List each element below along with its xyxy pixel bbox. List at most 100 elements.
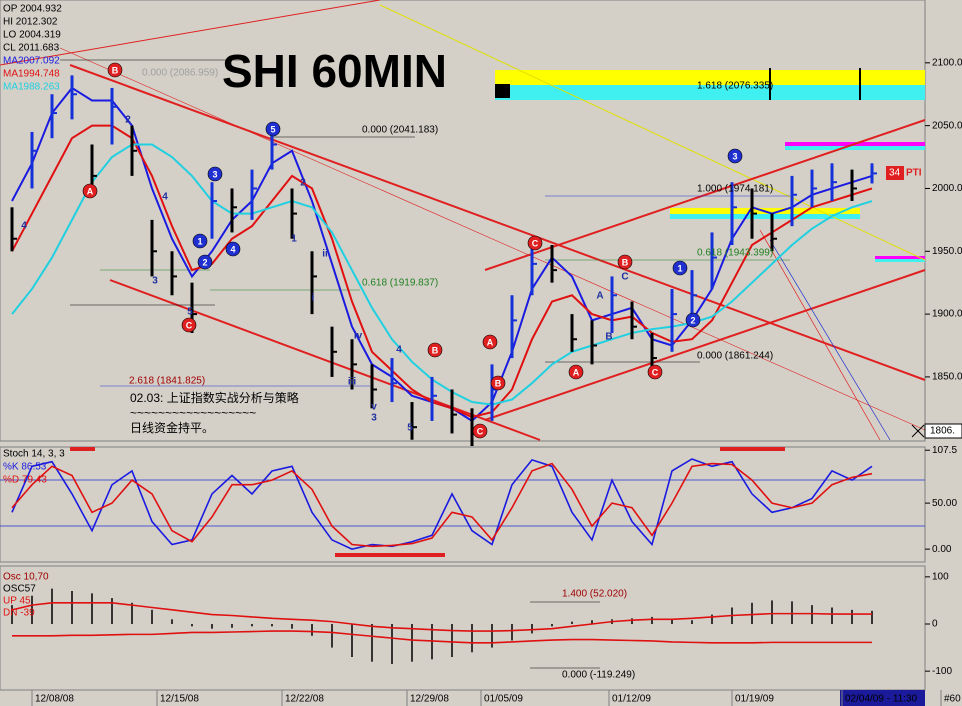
wave-circle (181, 317, 197, 333)
wave-circle (568, 364, 584, 380)
series-line (11, 143, 873, 406)
wave-circle (647, 364, 663, 380)
wave-circle (82, 183, 98, 199)
y-tick-label: 0.00 (932, 544, 952, 555)
wave-label: 3 (732, 151, 737, 161)
wave-label: C (186, 320, 193, 330)
last-price: 1806. (930, 426, 955, 437)
wave-circle (527, 235, 543, 251)
pti-box (886, 166, 904, 180)
wave-label: A (87, 186, 94, 196)
wave-label: A (487, 337, 494, 347)
y-tick-label: 0 (932, 619, 938, 630)
fib-label: 1.000 (1974.181) (697, 184, 773, 195)
wave-circle (672, 260, 688, 276)
x-tick-label: 12/29/08 (410, 694, 449, 705)
legend-label: MA1994.748 (3, 69, 60, 80)
legend-label: MA2007.092 (3, 56, 60, 67)
y-tick-label: 1900.0 (932, 309, 962, 320)
series-line (11, 462, 873, 548)
wave-circle (727, 148, 743, 164)
wave-circle (197, 254, 213, 270)
x-tick-label: 02/04/09 - 11:30 (845, 694, 918, 705)
osc-title: Osc 10,70 (3, 572, 49, 583)
wave-circle (617, 254, 633, 270)
wave-label: iii (348, 377, 357, 388)
fib-label: 0.000 (-119.249) (562, 670, 635, 681)
wave-label: 2 (300, 178, 306, 189)
x-tick-label: 01/12/09 (612, 694, 651, 705)
fib-label: 1.400 (52.020) (562, 589, 627, 600)
wave-label: 5 (187, 307, 193, 318)
stoch-title: Stoch 14, 3, 3 (3, 449, 65, 460)
wave-label: B (112, 65, 119, 75)
fib-label: 2.618 (1841.825) (129, 376, 205, 387)
legend-label: DN -39 (3, 608, 35, 619)
pti-count: 34 (889, 168, 901, 179)
wave-circle (472, 423, 488, 439)
wave-label: B (622, 257, 629, 267)
wave-label: ii (322, 249, 328, 260)
legend-label: MA1988.263 (3, 82, 60, 93)
wave-label: iv (354, 331, 363, 342)
wave-label: C (532, 238, 539, 248)
x-tick-label: 12/22/08 (285, 694, 324, 705)
wave-label: 4 (21, 221, 27, 232)
wave-label: 1 (291, 234, 297, 245)
y-tick-label: 50.00 (932, 498, 957, 509)
wave-label: 3 (152, 276, 158, 287)
x-tick-label: 12/15/08 (160, 694, 199, 705)
y-tick-label: 1950.0 (932, 246, 962, 257)
note: 02.03: 上证指数实战分析与策略 (130, 390, 299, 405)
fib-label: 0.000 (2041.183) (362, 125, 438, 136)
y-tick-label: 1850.0 (932, 372, 962, 383)
series-line (11, 601, 872, 632)
wave-circle (427, 342, 443, 358)
stoch-panel (0, 446, 926, 563)
wave-label: 1 (677, 263, 682, 273)
wave-label: 2 (202, 257, 207, 267)
wave-label: 5 (407, 423, 413, 434)
wave-label: A (573, 367, 580, 377)
legend-label: %D 79.43 (3, 475, 47, 486)
pti-label: PTI (906, 168, 922, 179)
wave-label: B (605, 332, 612, 343)
wave-label: B (432, 345, 439, 355)
wave-label: i (312, 293, 315, 304)
wave-label: 4 (396, 345, 402, 356)
chart-title: SHI 60MIN (222, 45, 447, 97)
wave-label: 3 (371, 413, 377, 424)
legend-label: %K 86.53 (3, 462, 47, 473)
wave-circle (482, 334, 498, 350)
wave-label: C (652, 367, 659, 377)
wave-label: A (596, 291, 603, 302)
wave-circle (192, 233, 208, 249)
osc-panel (0, 565, 926, 691)
y-tick-label: -100 (932, 666, 952, 677)
info-label: OP 2004.932 (3, 4, 62, 15)
fib-label: 0.000 (1861.244) (697, 351, 773, 362)
wave-label: 1 (197, 236, 202, 246)
y-tick-label: 2000.0 (932, 183, 962, 194)
wave-label: v (371, 402, 377, 413)
decorations (0, 0, 926, 706)
series-line (12, 630, 872, 644)
wave-circle (265, 121, 281, 137)
wave-circle (107, 62, 123, 78)
series-line (11, 458, 873, 550)
fib-label: 0.000 (2086.959) (142, 68, 218, 79)
note: 日线资金持平。 (130, 420, 214, 435)
wave-label: C (477, 426, 484, 436)
x-tick-label: 01/19/09 (735, 694, 774, 705)
wave-circle (207, 166, 223, 182)
wave-label: C (621, 272, 628, 283)
y-tick-label: 100 (932, 571, 949, 582)
wave-label: 2 (125, 115, 131, 126)
fib-label: 0.618 (1919.837) (362, 278, 438, 289)
y-tick-label: 2050.0 (932, 120, 962, 131)
x-tick-label: 12/08/08 (35, 694, 74, 705)
wave-label: B (495, 378, 502, 388)
wave-circle (685, 312, 701, 328)
osc-subtitle: OSC57 (3, 584, 36, 595)
